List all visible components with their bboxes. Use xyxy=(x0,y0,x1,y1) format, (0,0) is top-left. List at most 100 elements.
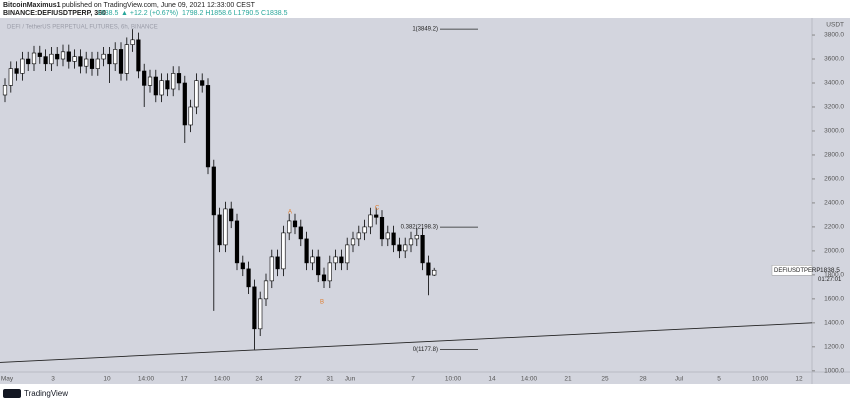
x-tick-label: 14:00 xyxy=(214,376,231,383)
y-tick-label: 2400.0 xyxy=(824,200,844,207)
candle-body xyxy=(321,274,327,282)
x-tick-label: 10:00 xyxy=(445,376,462,383)
price-label-countdown: 01:27:01 xyxy=(818,277,842,283)
candle-body xyxy=(147,76,153,86)
candle-body xyxy=(234,220,240,264)
ohlc: 1798.2 H1858.6 L1790.5 C1838.5 xyxy=(182,10,288,17)
candle-body xyxy=(118,49,124,74)
x-tick-label: 21 xyxy=(564,376,572,383)
candle-body xyxy=(72,56,77,62)
x-tick-label: 5 xyxy=(717,376,721,383)
price-label-symbol: DEFIUSDTPERP xyxy=(774,268,820,274)
candle-body xyxy=(391,232,396,246)
price-label-box xyxy=(771,264,813,276)
candle-body xyxy=(223,208,228,246)
candle-body xyxy=(26,58,31,65)
candle-body xyxy=(327,262,332,282)
y-tick-label: 3800.0 xyxy=(824,32,844,39)
y-tick-label: 1000.0 xyxy=(824,368,844,375)
x-tick-label: 14:00 xyxy=(521,376,538,383)
y-tick-label: 2600.0 xyxy=(824,176,844,183)
candle-body xyxy=(66,51,71,62)
candle-body xyxy=(339,256,344,264)
y-tick-label: 3400.0 xyxy=(824,80,844,87)
y-tick-label: 2000.0 xyxy=(824,248,844,255)
author: BitcoinMaximus1 xyxy=(3,2,61,9)
candle-body xyxy=(345,244,350,264)
candle-body xyxy=(182,82,187,126)
brand: TradingView xyxy=(24,389,68,398)
x-tick-label: 24 xyxy=(255,376,263,383)
trendline xyxy=(0,322,813,363)
y-tick-label: 1400.0 xyxy=(824,320,844,327)
candle-body xyxy=(31,52,37,65)
brand-logo xyxy=(3,389,21,398)
candle-body xyxy=(287,220,292,234)
candle-body xyxy=(20,58,25,74)
x-tick-label: Jul xyxy=(675,376,684,383)
candle-body xyxy=(362,226,367,234)
y-tick-label: 1800.0 xyxy=(824,272,844,279)
candle-body xyxy=(124,44,129,74)
candle-body xyxy=(374,214,379,218)
candle-body xyxy=(292,220,298,228)
candle-body xyxy=(420,234,425,264)
candle-body xyxy=(408,238,414,246)
last-price: 1838.5 xyxy=(97,10,119,17)
candle-body xyxy=(165,80,170,90)
candle-body xyxy=(89,58,95,69)
candle-body xyxy=(171,73,176,90)
chart-background xyxy=(0,18,850,384)
x-tick-label: 27 xyxy=(294,376,302,383)
change: ▲ +12.2 (+0.67%) xyxy=(121,10,178,17)
candle-body xyxy=(281,232,286,270)
x-tick-label: 25 xyxy=(601,376,609,383)
candle-body xyxy=(194,80,199,108)
candle-body xyxy=(107,53,112,65)
candle-body xyxy=(2,85,8,96)
candle-body xyxy=(142,70,147,86)
candle-body xyxy=(316,256,321,276)
candle-body xyxy=(356,232,361,240)
x-tick-label: 3 xyxy=(51,376,55,383)
candle-body xyxy=(258,298,263,330)
candle-body xyxy=(153,76,158,96)
y-unit: USDT xyxy=(826,22,844,29)
candle-body xyxy=(205,85,211,168)
candle-body xyxy=(403,244,408,252)
candle-body xyxy=(263,280,269,300)
candle-body xyxy=(37,52,42,57)
candle-body xyxy=(240,262,245,270)
candle-body xyxy=(426,262,431,276)
candle-body xyxy=(229,208,234,222)
wave-label: B xyxy=(320,300,324,306)
candle-body xyxy=(113,49,118,65)
candle-body xyxy=(60,51,66,60)
chart-title: DEFI / TetherUS PERPETUAL FUTURES, 6h, B… xyxy=(7,25,158,31)
candle-body xyxy=(333,256,338,264)
x-tick-label: May xyxy=(1,376,14,383)
candle-body xyxy=(397,244,402,252)
candle-body xyxy=(350,238,356,246)
y-tick-label: 3600.0 xyxy=(824,56,844,63)
y-tick-label: 2800.0 xyxy=(824,152,844,159)
candle-body xyxy=(269,256,274,282)
fib-label: 1(3849.2) xyxy=(412,27,438,33)
x-tick-label: 31 xyxy=(326,376,334,383)
y-tick-label: 3200.0 xyxy=(824,104,844,111)
candle-body xyxy=(55,53,60,60)
x-tick-label: Jun xyxy=(345,376,356,383)
candle-body xyxy=(275,256,280,270)
candle-body xyxy=(130,39,135,45)
x-tick-label: 10 xyxy=(103,376,111,383)
x-tick-label: 10:00 xyxy=(752,376,769,383)
x-tick-label: 28 xyxy=(639,376,647,383)
candle-body xyxy=(304,238,309,264)
wave-label: A xyxy=(288,210,292,216)
candle-body xyxy=(368,214,373,228)
candle-body xyxy=(176,73,182,84)
candle-body xyxy=(379,217,385,240)
x-tick-label: 14 xyxy=(488,376,496,383)
y-tick-label: 1600.0 xyxy=(824,296,844,303)
